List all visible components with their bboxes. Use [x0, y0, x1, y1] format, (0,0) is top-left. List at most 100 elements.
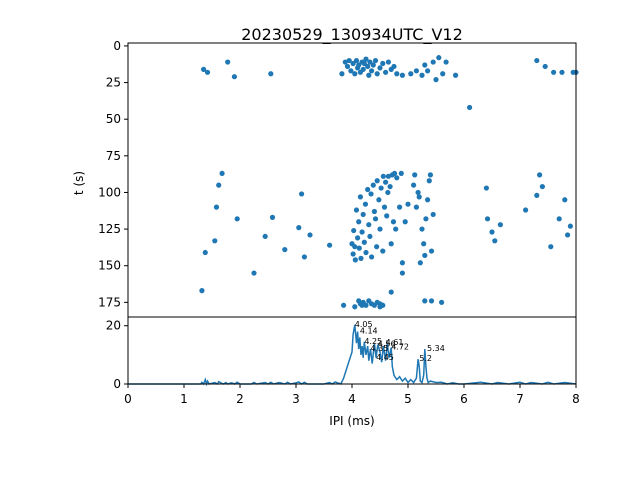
bottom-y-tick-label: 20 [106, 319, 121, 333]
scatter-point [394, 71, 400, 77]
scatter-point [366, 72, 372, 78]
scatter-point [565, 232, 571, 238]
x-tick-label: 8 [572, 392, 580, 406]
scatter-point [363, 249, 369, 256]
scatter-point [360, 211, 366, 218]
scatter-point [388, 241, 394, 247]
top-y-tick-label: 150 [98, 259, 121, 273]
scatter-point [427, 172, 433, 178]
scatter-point [548, 244, 554, 250]
scatter-point [398, 170, 404, 177]
scatter-point [372, 57, 379, 64]
scatter-point [426, 178, 432, 184]
top-y-tick-label: 50 [106, 112, 121, 126]
scatter-point [413, 68, 419, 74]
scatter-point [365, 186, 371, 193]
scatter-point [551, 69, 557, 75]
scatter-point [542, 63, 548, 70]
peak-annotation: 4.56 [378, 340, 396, 349]
scatter-point [422, 62, 428, 68]
scatter-point [201, 66, 207, 72]
scatter-point [216, 182, 222, 188]
scatter-point [357, 194, 363, 200]
scatter-point [351, 227, 357, 234]
peak-annotation: 4.61 [386, 338, 404, 347]
x-tick-label: 1 [180, 392, 188, 406]
scatter-point [534, 192, 540, 198]
scatter-point [385, 173, 391, 179]
scatter-point [391, 63, 397, 70]
scatter-point [204, 69, 211, 75]
scatter-point [296, 225, 302, 231]
chart-title: 20230529_130934UTC_V12 [241, 25, 463, 45]
scatter-point [348, 68, 354, 74]
scatter-point [282, 246, 288, 253]
scatter-point [399, 72, 405, 78]
scatter-point [367, 59, 373, 65]
scatter-point [430, 59, 436, 65]
scatter-point [430, 211, 436, 218]
scatter-point [411, 182, 417, 188]
x-tick-label: 4 [348, 392, 356, 406]
scatter-point [268, 71, 274, 77]
scatter-point [415, 189, 421, 196]
scatter-point [388, 289, 394, 295]
scatter-point [199, 288, 205, 294]
scatter-point [425, 68, 431, 74]
scatter-point [492, 238, 498, 244]
peak-annotation: 5.2 [419, 354, 432, 363]
scatter-point [433, 77, 439, 83]
scatter-point [422, 298, 428, 304]
scatter-point [353, 57, 360, 64]
x-tick-label: 3 [292, 392, 300, 406]
scatter-point [352, 244, 358, 250]
top-y-tick-label: 175 [98, 295, 121, 309]
x-axis-label: IPI (ms) [329, 414, 374, 428]
scatter-point [421, 241, 427, 247]
peak-annotation: 4.25 [364, 337, 382, 346]
scatter-point [423, 216, 429, 222]
scatter-point [408, 71, 414, 77]
scatter-point [367, 233, 373, 240]
x-tick-label: 6 [460, 392, 468, 406]
scatter-point [416, 194, 422, 200]
scatter-point [537, 172, 543, 178]
scatter-point [385, 59, 391, 65]
peak-annotation: 4.05 [355, 320, 373, 329]
scatter-point [377, 65, 383, 71]
scatter-point [422, 252, 428, 259]
scatter-point [391, 170, 398, 177]
scatter-point [262, 233, 268, 240]
scatter-point [419, 226, 425, 232]
scatter-point [353, 207, 360, 213]
scatter-point [385, 189, 391, 196]
scatter-point [562, 197, 568, 203]
scatter-point [231, 74, 237, 80]
scatter-point [417, 260, 423, 266]
scatter-point [383, 69, 389, 75]
scatter-point [428, 298, 435, 304]
scatter-point [363, 56, 369, 62]
peak-annotation: 4.45 [376, 353, 394, 362]
scatter-point [352, 71, 358, 77]
scatter-point [399, 260, 405, 266]
scatter-point [368, 191, 374, 197]
scatter-point [225, 59, 231, 65]
scatter-point [372, 216, 379, 222]
scatter-point [355, 235, 361, 241]
peak-annotation: 5.34 [427, 344, 445, 353]
scatter-point [484, 216, 491, 222]
scatter-point [413, 204, 419, 210]
scatter-point [489, 229, 495, 235]
scatter-point [359, 229, 365, 235]
scatter-point [467, 104, 473, 111]
top-y-tick-label: 125 [98, 222, 121, 236]
scatter-point [374, 71, 380, 77]
scatter-point [483, 185, 489, 191]
scatter-point [299, 191, 305, 197]
scatter-point [387, 183, 393, 190]
scatter-point [356, 219, 362, 225]
scatter-point [378, 185, 384, 191]
scatter-point [301, 254, 307, 260]
